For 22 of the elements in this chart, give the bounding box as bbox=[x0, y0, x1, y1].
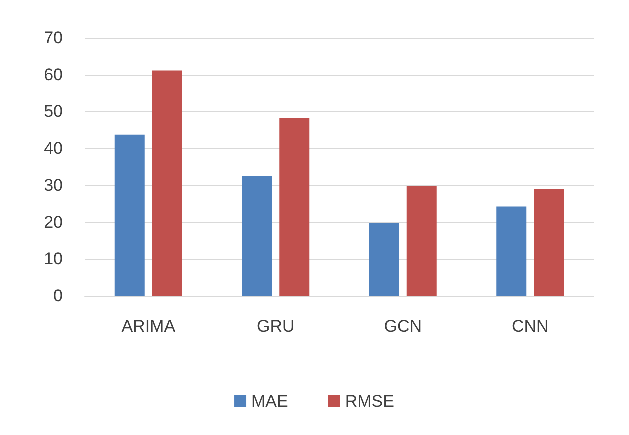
bar bbox=[369, 223, 400, 296]
y-tick-label: 10 bbox=[44, 250, 63, 269]
legend-label: MAE bbox=[252, 392, 288, 411]
bar bbox=[496, 206, 527, 296]
x-tick-label: GCN bbox=[384, 317, 422, 336]
x-tick-label: GRU bbox=[256, 317, 295, 336]
bar bbox=[152, 70, 182, 296]
bar bbox=[242, 176, 272, 296]
y-tick-label: 50 bbox=[44, 102, 63, 122]
y-tick-label: 60 bbox=[44, 65, 63, 84]
y-tick-label: 20 bbox=[44, 212, 63, 232]
y-tick-label: 30 bbox=[44, 176, 63, 195]
bar bbox=[406, 186, 437, 296]
bar bbox=[534, 189, 564, 296]
x-tick-label: ARIMA bbox=[122, 317, 176, 336]
bar bbox=[280, 118, 310, 296]
bar bbox=[114, 134, 145, 296]
x-tick-label: CNN bbox=[512, 317, 549, 336]
y-tick-label: 70 bbox=[44, 28, 63, 48]
y-tick-label: 40 bbox=[44, 139, 63, 158]
legend-label: RMSE bbox=[345, 392, 394, 411]
y-tick-label: 0 bbox=[54, 286, 63, 306]
